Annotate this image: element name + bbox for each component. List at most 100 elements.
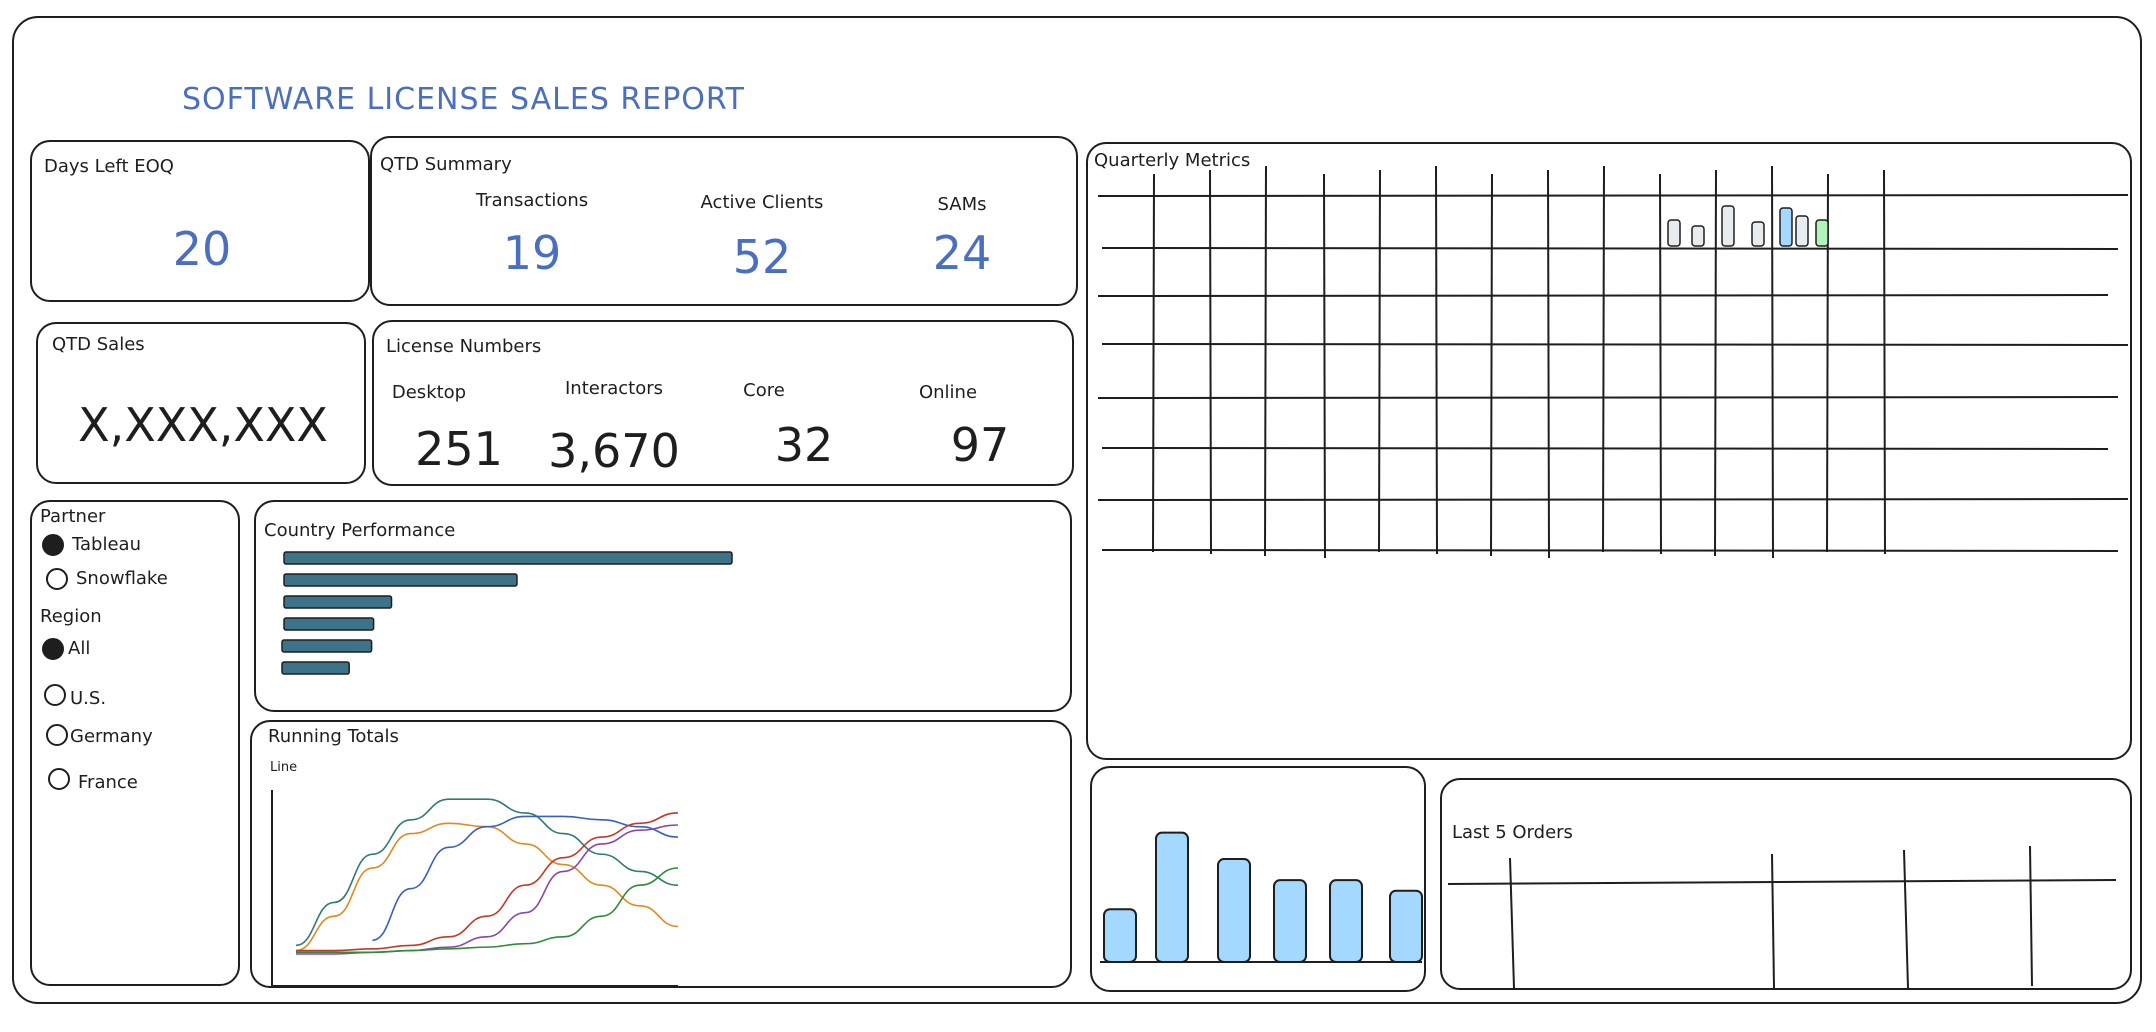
grid-column-line (1378, 169, 1381, 553)
partner-label: Partner (40, 506, 106, 527)
partner-radio-snowflake[interactable] (46, 568, 68, 590)
grid-column-line (1323, 173, 1326, 559)
active-clients-label: Active Clients (700, 192, 824, 213)
grid-column-line (1152, 173, 1155, 553)
running-totals-sublabel: Line (270, 760, 298, 775)
country-bar (283, 551, 733, 565)
column-bar (1273, 879, 1307, 963)
days-left-card: Days Left EOQ 20 (30, 140, 370, 302)
running-series-line (295, 822, 679, 952)
region-radio-us[interactable] (44, 684, 66, 706)
qtd-sales-value: X,XXX,XXX (78, 398, 328, 452)
grid-column-line (1209, 169, 1212, 555)
running-series-line (372, 815, 679, 942)
grid-row-line (1101, 247, 2119, 250)
country-bar (281, 661, 350, 675)
region-option-germany[interactable]: Germany (70, 726, 153, 747)
core-label: Core (743, 380, 785, 401)
last-orders-card: Last 5 Orders (1440, 778, 2132, 990)
country-performance-card: Country Performance (254, 500, 1072, 712)
desktop-label: Desktop (391, 382, 467, 403)
grid-row-line (1101, 343, 2129, 346)
filters-card: Partner Tableau Snowflake Region All U.S… (30, 500, 240, 986)
interactors-label: Interactors (564, 378, 664, 399)
country-bar-chart (281, 551, 733, 675)
region-option-all[interactable]: All (68, 638, 91, 659)
interactors-value: 3,670 (548, 424, 680, 478)
online-label: Online (918, 382, 978, 403)
grid-column-line (1602, 165, 1605, 553)
region-option-us[interactable]: U.S. (70, 688, 107, 709)
dashboard-frame (12, 16, 2142, 1004)
last-orders-header-line (1447, 879, 2117, 885)
transactions-label: Transactions (475, 190, 589, 211)
grid-column-line (1714, 169, 1717, 557)
country-bar (283, 595, 393, 609)
column-bar (1103, 908, 1137, 963)
grid-row-line (1101, 549, 2119, 552)
quarterly-metrics-grid (1097, 165, 2129, 559)
online-value: 97 (950, 418, 1010, 472)
last-orders-col-line (2029, 845, 2033, 987)
running-totals-label: Running Totals (268, 726, 399, 747)
grid-column-line (1264, 165, 1267, 557)
column-chart (1100, 831, 1423, 963)
partner-option-snowflake[interactable]: Snowflake (76, 568, 168, 589)
grid-column-line (1435, 165, 1438, 555)
partner-radio-tableau[interactable] (42, 534, 64, 556)
mini-bar (1691, 225, 1705, 247)
days-left-value: 20 (172, 222, 232, 276)
license-numbers-card: License Numbers Desktop 251 Interactors … (372, 320, 1074, 486)
mini-bar (1751, 221, 1765, 247)
mini-bar (1721, 205, 1735, 247)
sams-value: 24 (932, 226, 992, 280)
country-bar (281, 639, 373, 653)
region-option-france[interactable]: France (78, 772, 138, 793)
mini-bar (1795, 215, 1809, 247)
license-numbers-label: License Numbers (386, 336, 542, 357)
last-orders-col-line (1509, 857, 1515, 989)
country-performance-label: Country Performance (264, 520, 456, 541)
last-orders-table-grid (1447, 845, 2117, 989)
country-bar (283, 573, 518, 587)
grid-column-line (1490, 173, 1493, 557)
qtd-sales-card: QTD Sales X,XXX,XXX (36, 322, 366, 484)
grid-row-line (1097, 396, 2119, 399)
partner-option-tableau[interactable]: Tableau (72, 534, 141, 555)
desktop-value: 251 (415, 422, 503, 476)
days-left-label: Days Left EOQ (44, 156, 174, 177)
last-orders-col-line (1771, 853, 1775, 989)
grid-column-line (1659, 173, 1662, 555)
sams-label: SAMs (937, 194, 987, 215)
region-radio-france[interactable] (48, 768, 70, 790)
active-clients-value: 52 (732, 230, 792, 284)
running-totals-line-chart (271, 790, 679, 987)
region-radio-all[interactable] (42, 638, 64, 660)
mini-bar (1667, 219, 1681, 247)
qtd-summary-label: QTD Summary (380, 154, 512, 175)
qtd-summary-card: QTD Summary Transactions 19 Active Clien… (370, 136, 1078, 306)
grid-column-line (1547, 169, 1550, 559)
quarterly-metrics-card: Quarterly Metrics (1086, 142, 2132, 760)
column-bar (1155, 831, 1189, 963)
grid-column-line (1883, 169, 1886, 555)
grid-column-line (1771, 165, 1774, 559)
quarterly-metrics-label: Quarterly Metrics (1094, 150, 1251, 171)
last-orders-col-line (1903, 849, 1909, 989)
region-radio-germany[interactable] (46, 724, 68, 746)
column-chart-card (1090, 766, 1426, 992)
running-series-line (296, 812, 679, 952)
qtd-sales-label: QTD Sales (52, 334, 145, 355)
mini-bar (1779, 207, 1793, 247)
grid-row-line (1097, 498, 2129, 501)
column-bar (1217, 858, 1251, 963)
column-bar (1329, 879, 1363, 963)
running-series-line (295, 824, 679, 955)
core-value: 32 (774, 418, 834, 472)
running-series-line (296, 867, 679, 954)
mini-bar (1815, 219, 1829, 247)
transactions-value: 19 (502, 226, 562, 280)
column-bar (1389, 889, 1423, 963)
running-series-line (295, 798, 679, 947)
last-orders-label: Last 5 Orders (1452, 822, 1573, 843)
